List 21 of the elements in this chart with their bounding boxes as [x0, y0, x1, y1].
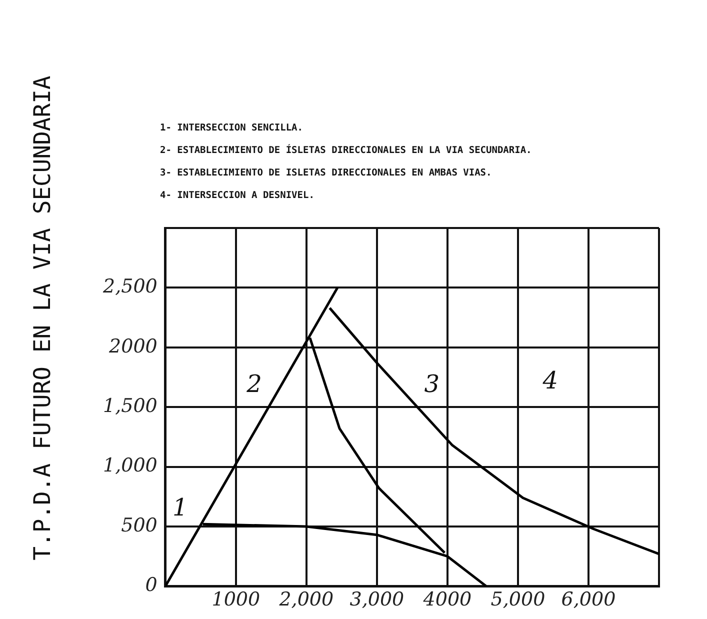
annotation: 1: [172, 493, 188, 522]
text: 1- INTERSECCION SENCILLA.: [160, 122, 303, 134]
x-tick-label: 2,000: [278, 588, 334, 611]
y-tick-label: 1,000: [102, 454, 158, 477]
y-tick-label: 1,500: [102, 395, 158, 418]
x-tick-label: 5,000: [490, 588, 546, 611]
annotation: 2: [246, 370, 262, 398]
y-tick-label: 0: [145, 574, 158, 596]
annotation: 3: [424, 370, 440, 398]
y-tick-label: 500: [121, 514, 158, 536]
x-tick-label: 3,000: [350, 588, 404, 611]
annotation: 4: [542, 366, 558, 394]
x-tick-label: 4000: [422, 588, 472, 611]
x-tick-label: 1000: [212, 588, 260, 611]
text: 4- INTERSECCION A DESNIVEL.: [160, 190, 314, 201]
y-tick-label: 2,500: [102, 276, 158, 298]
y-axis-title: T.P.D.A FUTURO EN LA VIA SECUNDARIA: [30, 76, 56, 560]
y-tick-label: 2000: [108, 335, 158, 358]
text: 3- ESTABLECIMIENTO DE ISLETAS DIRECCIONALES EN AMBAS VIAS.: [160, 167, 492, 178]
text: 2- ESTABLECIMIENTO DE ÍSLETAS DIRECCIONALES EN LA VIA SECUNDARIA.: [160, 144, 532, 156]
x-tick-label: 6,000: [561, 588, 616, 611]
